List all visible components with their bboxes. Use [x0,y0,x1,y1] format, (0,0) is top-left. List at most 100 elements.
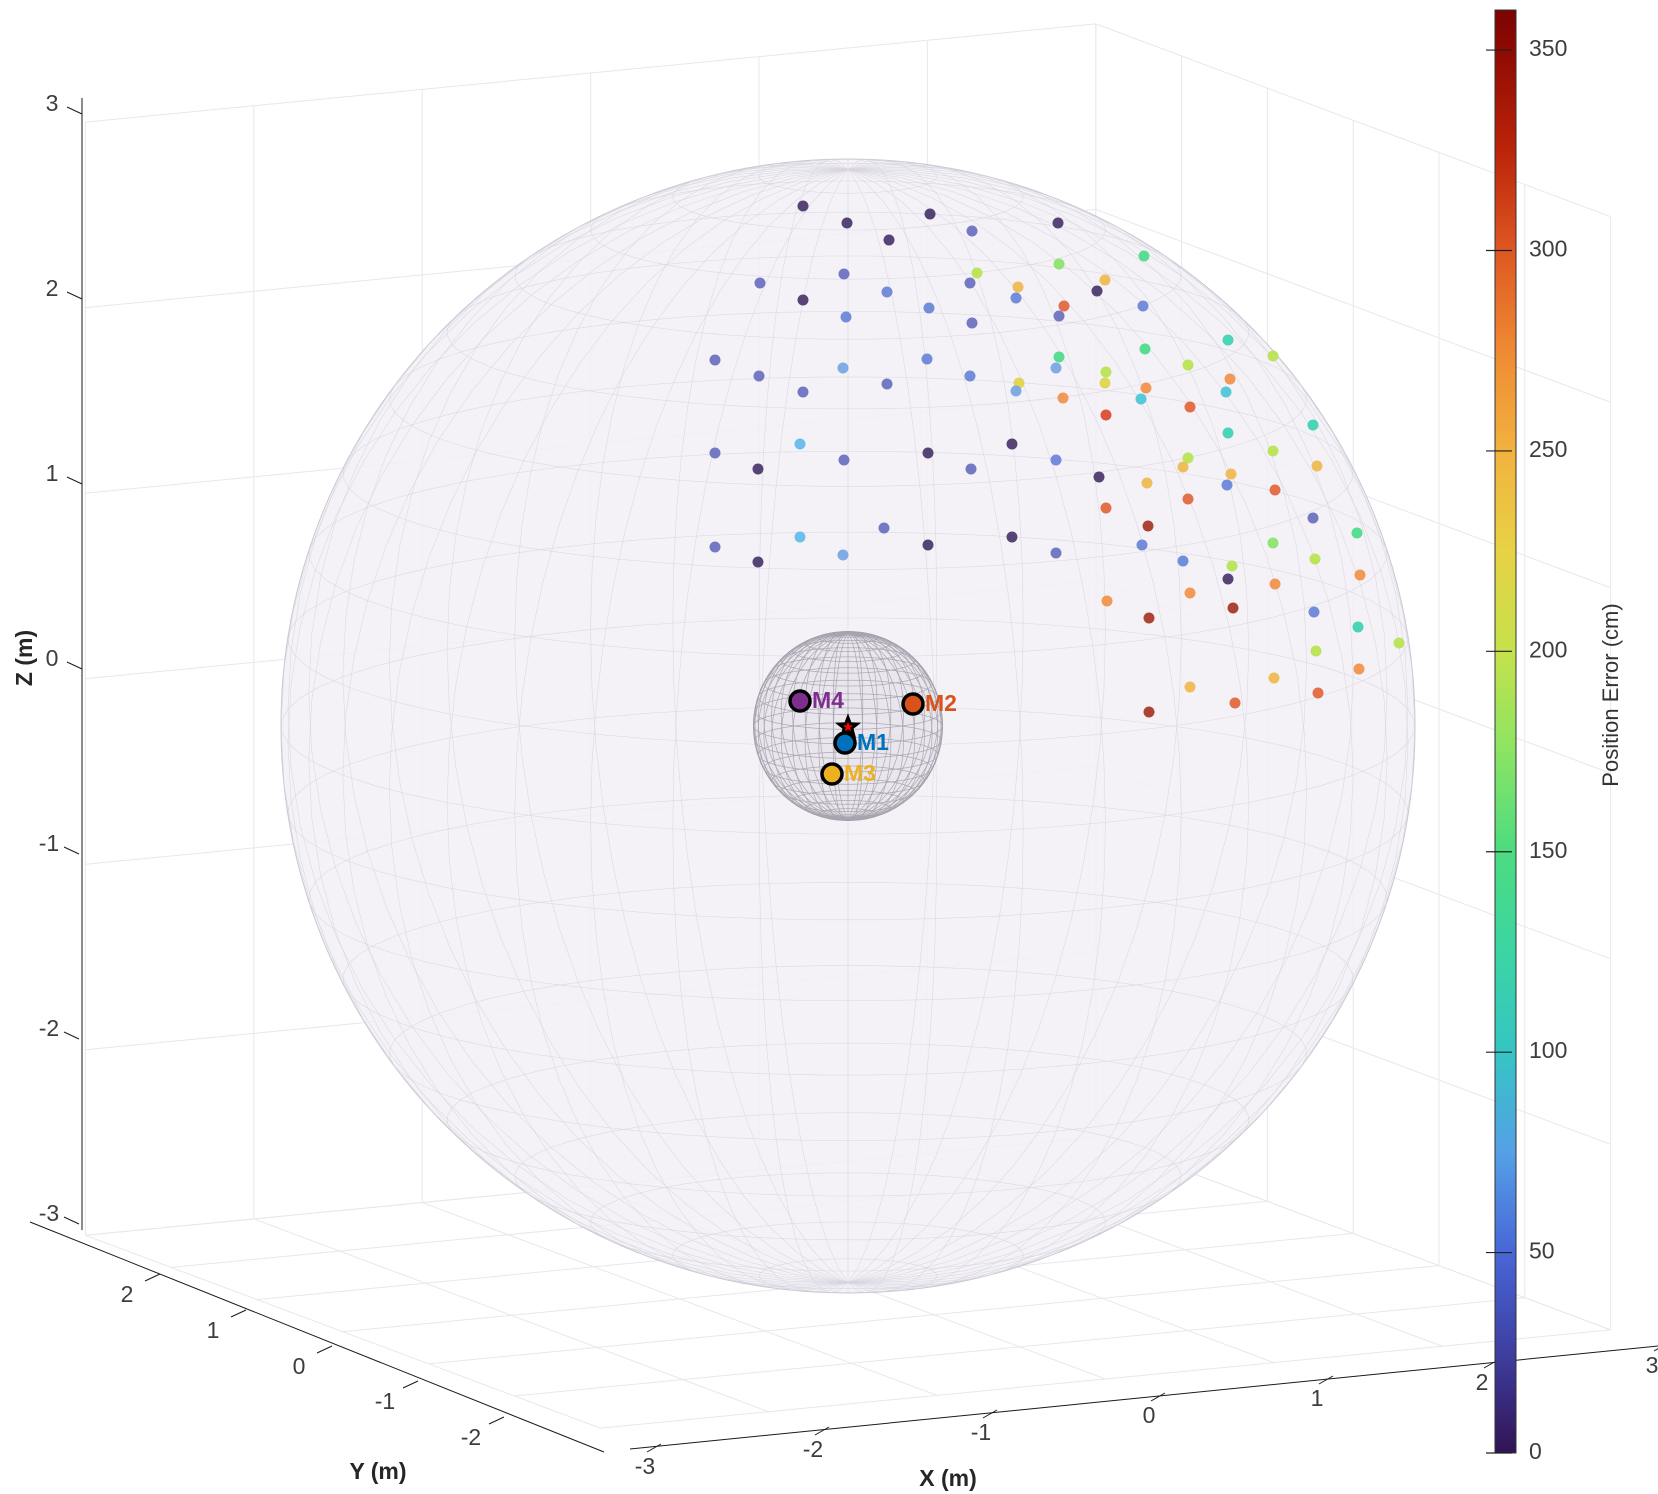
z-axis-tick-label: -2 [39,1015,59,1041]
y-axis-tick-label: 2 [121,1281,134,1307]
data-point [1351,527,1363,539]
colorbar-tick-label: 200 [1529,636,1567,662]
mic-dot-icon [833,731,857,755]
mic-marker-M4: M4 [788,687,844,713]
data-point [840,311,852,323]
data-point [794,438,806,450]
data-point [1222,334,1234,346]
data-point [966,317,978,329]
x-axis-tick-label: -3 [635,1453,655,1479]
data-point [1012,281,1024,293]
data-point [1091,285,1103,297]
data-point [1050,454,1062,466]
colorbar-tick-label: 250 [1529,436,1567,462]
data-point [921,353,933,365]
origin-star-marker [834,713,862,739]
data-point [1352,621,1364,633]
data-point [1140,382,1152,394]
x-axis-tick-label: -1 [971,1419,991,1445]
data-point [1226,560,1238,572]
colorbar-tick-label: 300 [1529,236,1567,262]
data-point [1267,350,1279,362]
data-point [1267,445,1279,457]
mic-marker-M3: M3 [820,760,876,786]
mic-label: M3 [844,760,876,786]
x-axis-tick-label: 1 [1311,1385,1324,1411]
data-point [1182,359,1194,371]
data-point [883,234,895,246]
origin-star-icon [834,713,862,739]
z-axis-label: Z (m) [11,630,37,686]
data-point [1141,477,1153,489]
mic-label: M4 [812,687,844,713]
data-point [1099,274,1111,286]
data-point [1010,292,1022,304]
data-point [1136,539,1148,551]
data-point [881,286,893,298]
data-point [709,541,721,553]
data-point [1058,300,1070,312]
y-axis: 2 1 0 -1 -2 [29,1221,605,1453]
x-axis-tick-label: -2 [803,1436,823,1462]
y-axis-tick-label: -1 [375,1388,395,1414]
data-point [1139,343,1151,355]
data-point [752,556,764,568]
data-point [797,200,809,212]
data-point [838,454,850,466]
z-axis: 3 2 1 0 -1 -2 -3 [39,90,83,1230]
data-point [1099,377,1111,389]
data-point [1353,663,1365,675]
data-point [1101,595,1113,607]
mic-marker-M1: M1 [833,729,889,755]
data-point [709,447,721,459]
data-point [1135,393,1147,405]
y-axis-tick-label: 1 [207,1317,220,1343]
mic-label: M2 [925,690,957,716]
data-point [837,362,849,374]
data-point [838,268,850,280]
data-point [1143,706,1155,718]
mic-label: M1 [857,729,889,755]
data-point [1311,460,1323,472]
data-point [1229,697,1241,709]
data-point [1010,385,1022,397]
y-axis-tick-label: 0 [293,1353,306,1379]
microphone-markers: M4 M2 M1 M3 [788,687,957,786]
colorbar-tick-label: 100 [1529,1037,1567,1063]
data-point [878,522,890,534]
colorbar-tick-label: 50 [1529,1238,1555,1264]
data-point [923,302,935,314]
data-point [1100,409,1112,421]
data-point [1184,587,1196,599]
data-point [1224,373,1236,385]
data-point [1225,468,1237,480]
data-point [1269,484,1281,496]
data-point [794,531,806,543]
data-point [1006,438,1018,450]
data-point [1182,452,1194,464]
data-point [1227,602,1239,614]
data-point [964,370,976,382]
data-point [965,463,977,475]
z-axis-tick-label: -3 [39,1200,59,1226]
data-point [1093,471,1105,483]
data-point [971,267,983,279]
data-point [1142,520,1154,532]
data-point [1050,547,1062,559]
data-point [1053,351,1065,363]
data-point [1267,537,1279,549]
data-point [1057,392,1069,404]
mic-dot-icon [901,692,925,716]
data-point [1220,386,1232,398]
colorbar-gradient [1494,9,1517,1454]
x-axis-tick-label: 2 [1476,1369,1489,1395]
data-point [1137,300,1149,312]
data-point [1309,553,1321,565]
data-point [924,208,936,220]
colorbar-tick-label: 0 [1529,1438,1542,1464]
data-point [922,539,934,551]
data-point [837,549,849,561]
x-axis: -3 -2 -1 0 1 2 3 [629,1345,1658,1479]
